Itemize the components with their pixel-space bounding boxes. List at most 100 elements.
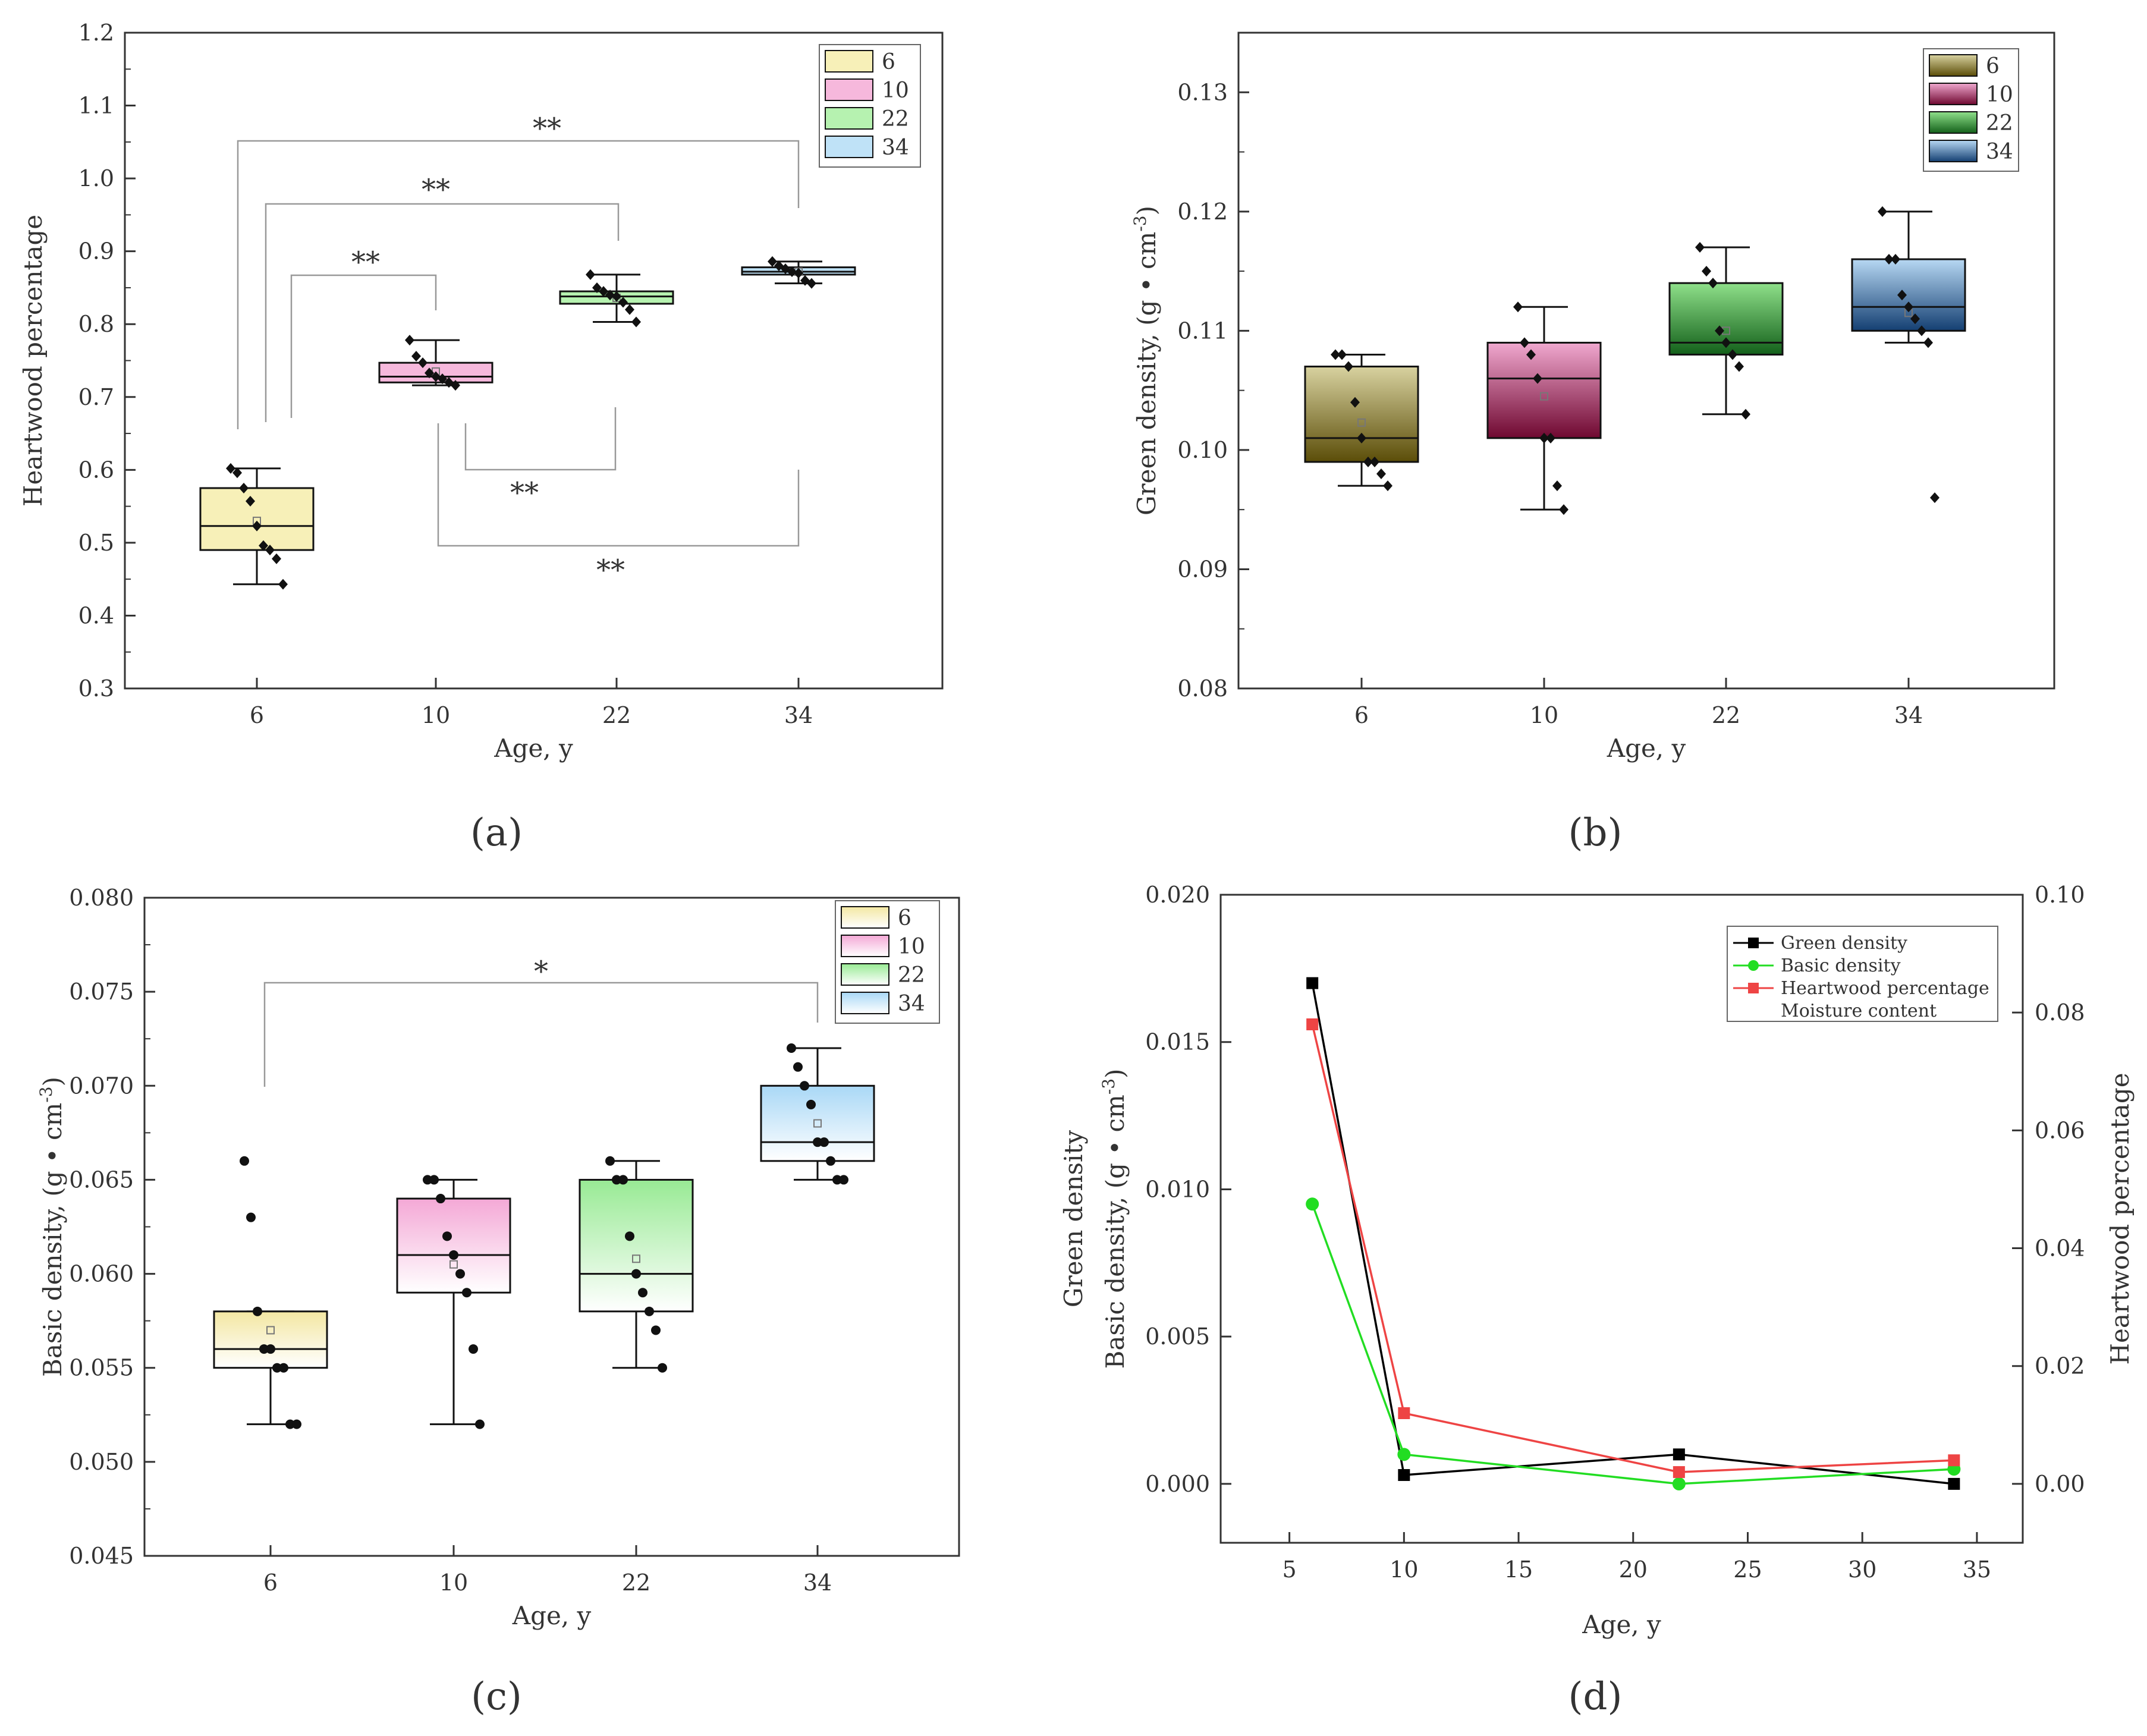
data-point [246, 496, 255, 507]
data-point [1884, 254, 1894, 265]
data-point [1734, 361, 1744, 372]
x-tick-label: 34 [784, 702, 813, 728]
legend-swatch [1929, 54, 1978, 77]
x-tick-label: 22 [622, 1570, 650, 1596]
series-point [1306, 1197, 1319, 1211]
data-point [246, 1212, 256, 1222]
data-point [1363, 456, 1373, 467]
x-tick-label: 6 [263, 1570, 278, 1596]
box [760, 1084, 875, 1162]
legend-swatch [1929, 83, 1978, 105]
y-left-tick-label: 0.020 [1145, 882, 1210, 908]
legend-swatch [825, 50, 873, 73]
legend-label: 6 [898, 906, 911, 930]
data-point [1917, 325, 1926, 336]
y-right-tick-label: 0.04 [2035, 1235, 2085, 1262]
x-tick-label: 20 [1619, 1556, 1648, 1583]
x-tick-label: 22 [1712, 702, 1740, 728]
box [1486, 341, 1602, 439]
data-point [1533, 373, 1542, 384]
y-left-tick-label: 0.000 [1145, 1471, 1210, 1497]
series-point [1397, 1448, 1411, 1461]
y-tick-label: 0.6 [78, 457, 114, 483]
panel-a: 0.3 0.4 0.5 0.6 0.7 0.8 0.9 1.0 1.1 1.2 6 10 22 34 Age… [18, 20, 944, 763]
data-point [1546, 432, 1555, 444]
significance-bracket [437, 423, 800, 547]
y-tick-label: 0.4 [78, 602, 114, 628]
mean-marker [1540, 392, 1548, 401]
significance-bracket [237, 140, 800, 429]
data-point [1741, 408, 1750, 420]
series-point [1398, 1407, 1410, 1419]
data-point [806, 1099, 816, 1109]
box [1851, 258, 1966, 332]
significance-label: ** [596, 553, 625, 587]
legend-swatch [1929, 140, 1978, 162]
y-left-axis-label-2: Basic density, (g • cm-3) [1099, 1068, 1130, 1369]
y-tick-label: 0.11 [1177, 317, 1228, 344]
data-point [226, 463, 235, 474]
data-point [279, 1363, 288, 1373]
data-point [1526, 349, 1536, 360]
significance-bracket [263, 982, 819, 1087]
y-right-tick-label: 0.06 [2035, 1117, 2085, 1143]
legend-swatch [1929, 111, 1978, 134]
data-point [438, 373, 447, 385]
box [396, 1197, 511, 1294]
y-right-axis-label: Heartwood percentage [2105, 1073, 2135, 1364]
legend-swatch [841, 963, 889, 986]
legend-swatch [825, 107, 873, 130]
legend-label: 34 [898, 992, 925, 1016]
data-point [1331, 349, 1340, 360]
y-left-tick-label: 0.010 [1145, 1176, 1210, 1202]
data-point [658, 1363, 667, 1373]
y-left-axis-label-1: Green density [1059, 1130, 1088, 1307]
y-right-tick-label: 0.00 [2035, 1471, 2085, 1497]
panel-label-a: (a) [470, 811, 523, 855]
x-tick-label: 6 [250, 702, 264, 728]
data-point [631, 316, 641, 328]
y-tick-label: 0.065 [69, 1166, 134, 1193]
mean-marker [266, 1326, 275, 1335]
data-point [423, 1175, 432, 1185]
y-tick-label: 0.055 [69, 1355, 134, 1381]
data-point [292, 1419, 301, 1429]
x-tick-label: 10 [1390, 1556, 1418, 1583]
x-tick-label: 10 [1530, 702, 1558, 728]
significance-bracket [265, 203, 620, 422]
data-point [239, 482, 249, 493]
legend-label: 10 [882, 78, 909, 103]
data-point [1337, 349, 1347, 360]
data-point [429, 1175, 439, 1185]
significance-label: * [534, 955, 548, 988]
legend-label: 34 [1986, 140, 2013, 164]
data-point [1357, 432, 1366, 444]
y-tick-label: 0.050 [69, 1449, 134, 1475]
y-tick-label: 1.0 [78, 165, 114, 191]
data-point [462, 1288, 471, 1298]
data-point [794, 268, 803, 279]
box [199, 487, 315, 551]
data-point [1923, 337, 1933, 348]
data-point [1702, 266, 1711, 277]
legend-label: Basic density [1781, 955, 1901, 976]
legend-box [1727, 926, 1998, 1022]
mean-marker [449, 1260, 458, 1269]
x-tick-label: 30 [1848, 1556, 1876, 1583]
series-point [1672, 1477, 1686, 1490]
data-point [586, 269, 595, 280]
data-point [259, 1344, 269, 1354]
data-point [411, 351, 421, 362]
legend-label: Heartwood percentage [1781, 978, 1989, 999]
data-point [826, 1156, 835, 1166]
data-point [768, 256, 777, 267]
series-line [1311, 1203, 1954, 1485]
data-point [455, 1269, 465, 1279]
series-line [1311, 1024, 1954, 1473]
significance-bracket [290, 274, 437, 418]
x-tick-label: 10 [439, 1570, 468, 1596]
data-point [1721, 337, 1731, 348]
y-right-tick-label: 0.02 [2035, 1353, 2085, 1379]
x-tick-label: 6 [1354, 702, 1369, 728]
